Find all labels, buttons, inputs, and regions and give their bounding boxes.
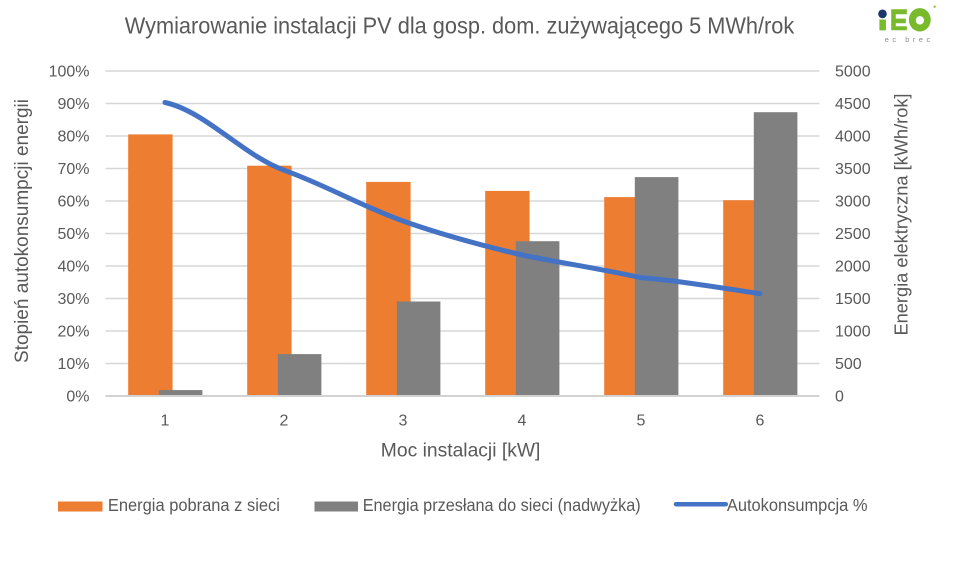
svg-text:1000: 1000 bbox=[835, 324, 871, 341]
svg-text:4000: 4000 bbox=[835, 129, 871, 146]
svg-text:2000: 2000 bbox=[835, 259, 871, 276]
svg-text:1: 1 bbox=[161, 413, 170, 430]
svg-text:Stopień autokonsumpcji energii: Stopień autokonsumpcji energii bbox=[12, 99, 33, 363]
svg-text:2500: 2500 bbox=[835, 226, 871, 243]
svg-text:3000: 3000 bbox=[835, 194, 871, 211]
svg-text:Moc instalacji [kW]: Moc instalacji [kW] bbox=[381, 440, 541, 462]
svg-text:ec brec: ec brec bbox=[885, 35, 931, 44]
svg-text:80%: 80% bbox=[57, 129, 89, 146]
svg-text:5000: 5000 bbox=[835, 64, 871, 81]
svg-text:2: 2 bbox=[280, 413, 289, 430]
svg-text:6: 6 bbox=[756, 413, 765, 430]
svg-text:40%: 40% bbox=[57, 259, 89, 276]
svg-text:Energia elektryczna [kWh/rok]: Energia elektryczna [kWh/rok] bbox=[891, 94, 912, 336]
svg-text:10%: 10% bbox=[57, 356, 89, 373]
svg-text:Autokonsumpcja %: Autokonsumpcja % bbox=[727, 495, 868, 515]
svg-text:0%: 0% bbox=[66, 389, 89, 406]
svg-text:0: 0 bbox=[835, 389, 844, 406]
svg-text:70%: 70% bbox=[57, 161, 89, 178]
svg-text:Energia pobrana z sieci: Energia pobrana z sieci bbox=[108, 495, 280, 515]
svg-text:Wymiarowanie instalacji PV dla: Wymiarowanie instalacji PV dla gosp. dom… bbox=[125, 13, 795, 39]
svg-text:1500: 1500 bbox=[835, 291, 871, 308]
svg-text:3500: 3500 bbox=[835, 161, 871, 178]
svg-text:100%: 100% bbox=[49, 64, 90, 81]
svg-text:60%: 60% bbox=[57, 194, 89, 211]
svg-text:500: 500 bbox=[835, 356, 862, 373]
svg-text:5: 5 bbox=[637, 413, 646, 430]
svg-text:Energia przesłana do sieci (na: Energia przesłana do sieci (nadwyżka) bbox=[363, 495, 641, 515]
svg-text:30%: 30% bbox=[57, 291, 89, 308]
svg-text:3: 3 bbox=[399, 413, 408, 430]
svg-text:4500: 4500 bbox=[835, 96, 871, 113]
svg-text:20%: 20% bbox=[57, 324, 89, 341]
svg-text:50%: 50% bbox=[57, 226, 89, 243]
svg-text:90%: 90% bbox=[57, 96, 89, 113]
svg-text:4: 4 bbox=[518, 413, 527, 430]
